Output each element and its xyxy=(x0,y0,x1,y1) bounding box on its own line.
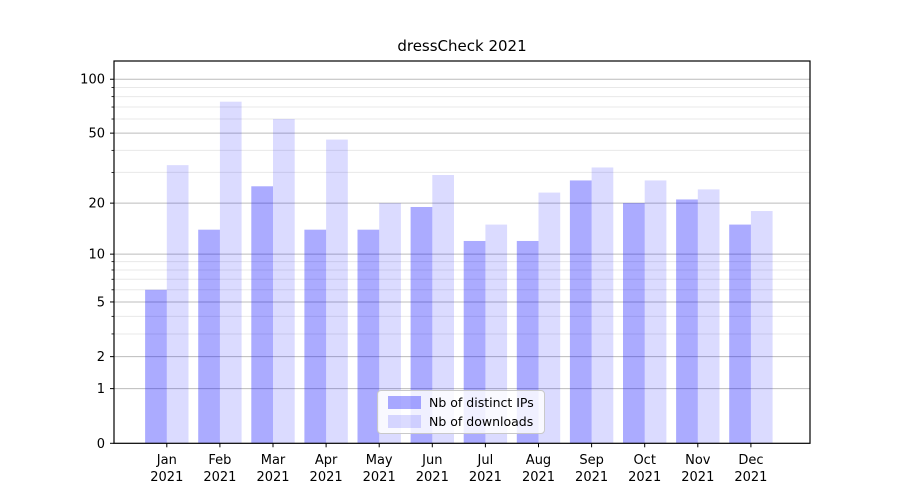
x-tick-label-year-sep: 2021 xyxy=(575,470,608,485)
x-tick-label-year-jan: 2021 xyxy=(150,470,183,485)
legend-item-downloads: Nb of downloads xyxy=(388,414,536,429)
x-tick-label-month-sep: Sep xyxy=(579,453,604,468)
bar-ips-apr xyxy=(304,229,327,444)
bar-downloads-jun xyxy=(432,174,454,444)
bar-downloads-oct xyxy=(644,180,667,444)
chart-title: dressCheck 2021 xyxy=(397,37,527,55)
y-tick-label-0: 0 xyxy=(97,437,105,452)
x-tick-label-month-may: May xyxy=(366,453,393,468)
bar-ips-dec xyxy=(729,224,751,444)
bar-ips-may xyxy=(357,229,380,444)
bar-ips-mar xyxy=(251,186,273,444)
x-tick-label-month-apr: Apr xyxy=(315,453,338,468)
bar-downloads-may xyxy=(379,203,401,444)
bar-downloads-feb xyxy=(219,101,242,444)
bar-downloads-dec xyxy=(750,211,773,444)
bar-ips-sep xyxy=(569,180,592,444)
y-tick-label-1: 1 xyxy=(97,382,105,397)
y-tick-label-5: 5 xyxy=(97,295,105,310)
y-axis: 0 1 2 5 10 20 50 100 xyxy=(80,73,114,452)
x-tick-label-year-feb: 2021 xyxy=(203,470,236,485)
x-tick-label-year-dec: 2021 xyxy=(734,470,767,485)
x-tick-label-year-may: 2021 xyxy=(363,470,396,485)
x-tick-label-year-oct: 2021 xyxy=(628,470,661,485)
bars xyxy=(145,101,773,444)
bar-ips-nov xyxy=(676,199,698,444)
y-tick-label-100: 100 xyxy=(80,73,105,88)
x-tick-label-year-aug: 2021 xyxy=(522,470,555,485)
x-tick-label-month-nov: Nov xyxy=(685,453,711,468)
x-tick-label-year-jun: 2021 xyxy=(416,470,449,485)
x-tick-label-month-jan: Jan xyxy=(156,453,177,468)
chart-legend: Nb of distinct IPs Nb of downloads xyxy=(377,390,545,434)
bar-downloads-sep xyxy=(591,167,614,444)
gridlines-major xyxy=(114,78,810,390)
bar-ips-jan xyxy=(145,289,167,444)
x-tick-label-month-jun: Jun xyxy=(421,453,442,468)
legend-label-distinct-ips: Nb of distinct IPs xyxy=(429,395,534,410)
legend-swatch-downloads xyxy=(388,415,421,428)
bar-downloads-aug xyxy=(538,192,561,444)
x-axis: Jan 2021 Feb 2021 Mar 2021 Apr 2021 May 2021 Jun 20… xyxy=(150,443,767,485)
bar-downloads-apr xyxy=(326,139,348,444)
x-tick-label-year-nov: 2021 xyxy=(681,470,714,485)
bar-downloads-mar xyxy=(273,119,295,444)
legend-swatch-distinct-ips xyxy=(388,396,421,409)
x-tick-label-year-mar: 2021 xyxy=(256,470,289,485)
y-tick-label-50: 50 xyxy=(88,127,105,142)
y-tick-label-2: 2 xyxy=(97,350,105,365)
legend-item-distinct-ips: Nb of distinct IPs xyxy=(388,395,536,410)
x-tick-label-month-dec: Dec xyxy=(738,453,763,468)
y-tick-label-20: 20 xyxy=(88,197,105,212)
x-tick-label-month-oct: Oct xyxy=(633,453,655,468)
x-tick-label-year-jul: 2021 xyxy=(469,470,502,485)
bar-ips-feb xyxy=(198,229,220,444)
x-tick-label-month-mar: Mar xyxy=(261,453,286,468)
bar-ips-oct xyxy=(623,203,645,444)
bar-downloads-jul xyxy=(485,224,508,444)
y-tick-label-10: 10 xyxy=(88,248,105,263)
gridlines-minor xyxy=(114,86,810,335)
bar-ips-jun xyxy=(410,206,433,444)
x-tick-label-month-jul: Jul xyxy=(477,453,494,468)
x-tick-label-year-apr: 2021 xyxy=(310,470,343,485)
legend-label-downloads: Nb of downloads xyxy=(429,414,534,429)
x-tick-label-month-feb: Feb xyxy=(208,453,231,468)
bar-downloads-jan xyxy=(166,165,189,444)
plot-border xyxy=(113,60,811,444)
bar-downloads-nov xyxy=(697,189,720,444)
x-tick-label-month-aug: Aug xyxy=(526,453,551,468)
